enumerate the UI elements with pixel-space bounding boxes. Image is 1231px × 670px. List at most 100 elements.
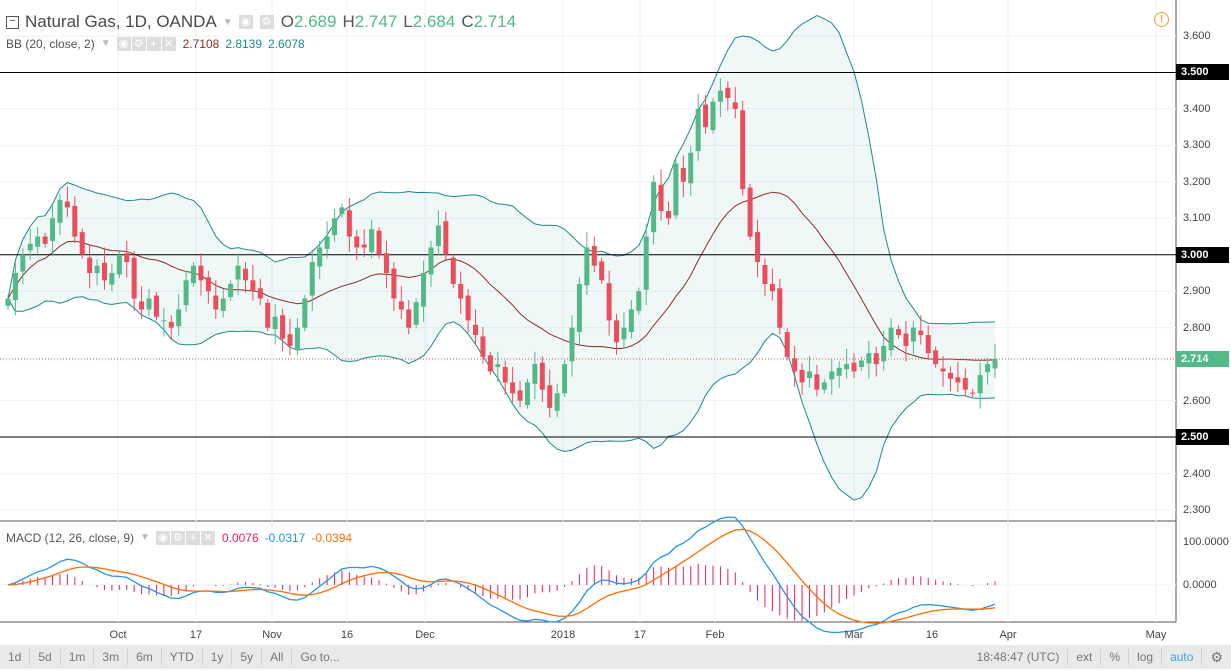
last-price-label: 2.714 [1176,351,1229,368]
candle-body [339,207,345,214]
price-label: 3.400 [1183,102,1211,115]
candle-body [317,247,323,267]
macd-signal-line [7,528,996,624]
auto-toggle[interactable]: auto [1162,649,1203,665]
candle-body [844,364,850,370]
price-label: 2.800 [1183,321,1211,334]
candle-body [139,301,145,310]
gear-icon[interactable]: ⚙ [131,37,146,51]
candle-body [12,272,18,300]
candle-body [614,320,620,343]
candle-body [272,316,278,330]
plus-icon[interactable]: + [185,531,200,545]
candle-body [94,265,100,273]
range-all[interactable]: All [262,649,293,665]
candle-body [636,291,642,311]
range-1y[interactable]: 1y [203,649,233,665]
candle-body [346,210,352,237]
high-value: 2.747 [354,12,398,31]
clock-time[interactable]: 18:48:47 (UTC) [969,649,1069,665]
bb-label[interactable]: BB (20, close, 2) [6,36,95,51]
price-label: 2.900 [1183,285,1211,298]
macd-line-value: -0.0317 [264,530,306,545]
range-1m[interactable]: 1m [61,649,95,665]
candle-body [955,377,961,383]
symbol-title[interactable]: Natural Gas, 1D, OANDA [25,12,217,31]
gear-icon[interactable]: ⚙ [259,15,274,29]
price-label: 2.300 [1183,503,1211,516]
candle-body [829,371,835,380]
chevron-down-icon[interactable]: ▼ [100,38,111,49]
candle-body [896,329,902,335]
gear-icon[interactable]: ⚙ [170,531,185,545]
candle-body [435,225,441,247]
eye-icon[interactable]: ◉ [155,531,170,545]
ext-toggle[interactable]: ext [1068,649,1102,665]
candle-body [450,257,456,284]
alert-icon[interactable]: ! [1154,12,1169,27]
time-label: Feb [705,629,725,641]
candle-body [651,181,657,233]
bb-basis-line [7,191,996,361]
percent-toggle[interactable]: % [1101,649,1130,665]
candle-body [717,90,723,102]
settings-gear-icon[interactable]: ⚙ [1210,649,1223,665]
candle-body [985,364,991,373]
range-3m[interactable]: 3m [94,649,129,665]
candle-body [688,152,694,184]
candle-body [421,272,427,307]
candle-body [280,315,286,339]
macd-axis-label: 100.0000 [1183,536,1229,548]
macd-legend: MACD (12, 26, close, 9) ▼ ◉ ⚙ + ✕ 0.0076 -0.… [6,530,352,545]
time-label: 2018 [550,629,576,641]
range-5d[interactable]: 5d [30,649,61,665]
candle-body [643,236,649,290]
time-label: 16 [340,629,354,641]
candle-body [309,262,315,296]
candle-body [146,298,152,310]
chevron-down-icon[interactable]: ▼ [140,532,150,543]
eye-icon[interactable]: ◉ [238,15,253,29]
macd-axis-label: 0.0000 [1183,579,1217,591]
bb-basis-value: 2.7108 [182,36,220,51]
range-6m[interactable]: 6m [128,649,162,665]
log-toggle[interactable]: log [1129,649,1163,665]
bb-upper-line [7,14,996,325]
level-label: 3.500 [1176,64,1229,81]
candle-body [562,364,568,394]
candle-body [510,382,516,394]
range-1d[interactable]: 1d [0,649,31,665]
candle-body [428,247,434,275]
candle-body [116,254,122,275]
range-ytd[interactable]: YTD [162,649,203,665]
close-icon[interactable]: ✕ [200,531,215,545]
chart-canvas[interactable] [0,0,1231,645]
candle-body [740,110,746,190]
candle-body [821,382,827,390]
chevron-down-icon[interactable]: ▼ [222,16,233,28]
goto-button[interactable]: Go to... [300,650,340,664]
candle-body [265,302,271,328]
macd-label[interactable]: MACD (12, 26, close, 9) [6,530,135,545]
candle-body [858,360,864,368]
candle-body [532,364,538,384]
candle-body [732,102,738,109]
candle-body [918,330,924,335]
range-5y[interactable]: 5y [232,649,263,665]
candle-body [599,261,605,281]
candle-body [851,362,857,372]
candle-body [673,163,679,216]
collapse-icon[interactable]: − [6,15,19,29]
plus-icon[interactable]: + [146,37,161,51]
close-icon[interactable]: ✕ [161,37,176,51]
candle-body [5,298,11,306]
candle-body [777,288,783,328]
level-label: 3.000 [1176,246,1229,263]
eye-icon[interactable]: ◉ [116,37,131,51]
candle-body [480,336,486,357]
candle-body [703,104,709,128]
time-label: May [1145,629,1167,641]
candle-body [502,367,508,383]
candle-body [755,232,761,263]
time-label: Oct [109,629,127,641]
